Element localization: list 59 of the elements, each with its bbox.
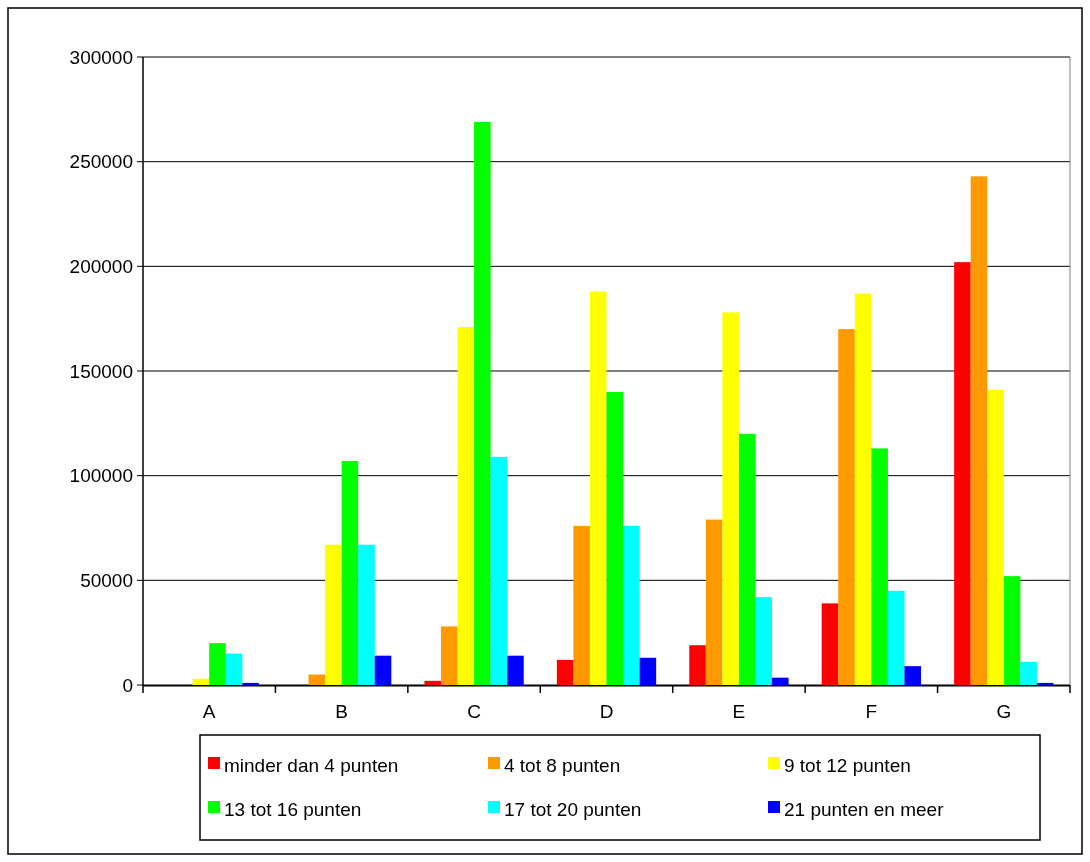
bar [589,291,607,685]
x-tick-label: A [202,701,216,722]
bar [424,680,441,685]
bar [440,626,458,685]
bar [308,674,326,685]
bar [556,659,574,685]
bar [871,448,888,685]
bar [358,544,375,685]
bar [606,391,624,685]
bar [887,590,905,685]
x-tick-label: C [467,701,481,722]
bar [507,655,524,685]
bar [970,176,988,685]
bar [772,677,789,685]
bar [192,678,210,685]
bar [1036,682,1054,685]
x-tick-label: E [732,701,746,722]
x-tick-label: G [996,701,1012,722]
x-tick-label: D [599,701,614,722]
legend-label: 9 tot 12 punten [784,754,911,776]
legend-label: 17 tot 20 punten [504,798,642,820]
bar [738,433,756,685]
bar [242,682,259,685]
bar [209,643,226,685]
bar [639,657,657,685]
legend-label: 4 tot 8 punten [504,754,621,776]
bar [954,262,971,685]
bar [854,293,872,685]
legend-label: 13 tot 16 punten [224,798,362,820]
bar [904,666,922,685]
bar [457,327,475,685]
y-tick-label: 0 [122,674,133,696]
bar [325,544,342,685]
bar [1003,576,1021,685]
legend-label: 21 punten en meer [784,798,945,820]
bar [490,456,508,685]
bar [838,329,855,685]
bar [623,525,640,685]
bar [474,121,491,685]
bar [705,519,723,685]
bar [341,461,359,685]
bar [755,597,773,685]
bar [987,389,1004,685]
bar [821,603,839,685]
bar [374,655,392,685]
x-tick-label: B [335,701,348,722]
y-tick-label: 250000 [69,151,133,173]
x-tick-label: F [865,701,878,722]
bar [573,525,590,685]
y-tick-label: 100000 [69,465,133,487]
bar [722,312,739,685]
y-tick-label: 50000 [80,569,133,591]
legend-label: minder dan 4 punten [224,754,399,776]
y-tick-label: 300000 [69,46,133,68]
y-tick-label: 200000 [69,255,133,277]
bar [689,645,706,685]
bar [1020,661,1037,685]
y-tick-label: 150000 [69,360,133,382]
bar [225,653,243,685]
